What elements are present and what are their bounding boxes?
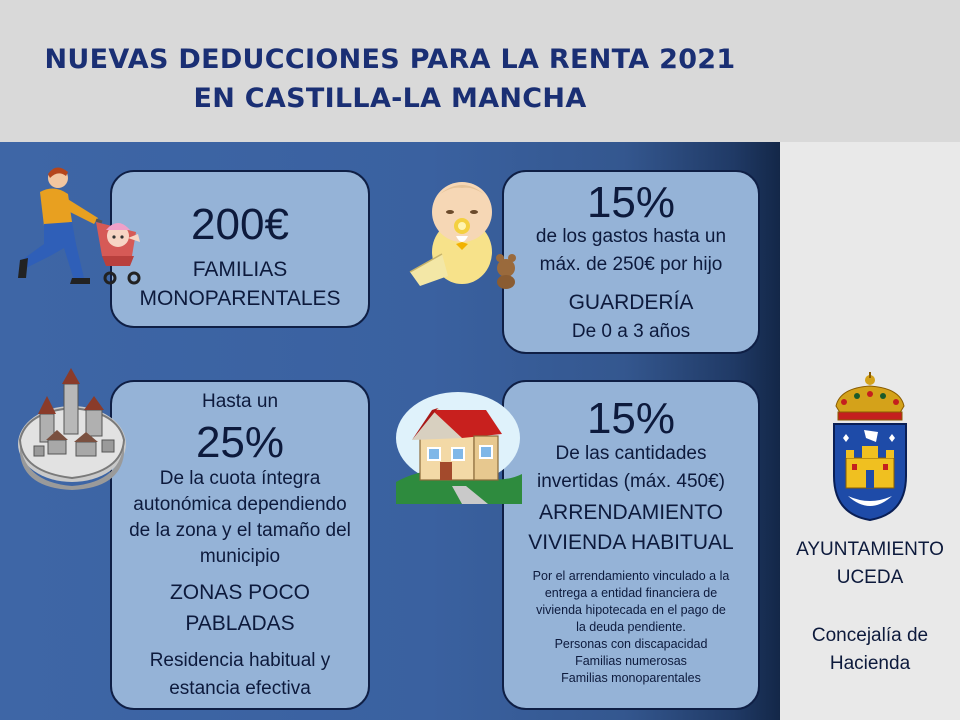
coat-of-arms-icon [833, 372, 907, 522]
sub-label: De 0 a 3 años [571, 321, 691, 342]
detail-line-7: Familias monoparentales [561, 671, 701, 685]
page-title: NUEVAS DEDUCCIONES PARA LA RENTA 2021 EN… [0, 40, 780, 118]
desc-line-2: autonómica dependiendo [133, 494, 347, 515]
label-line-1: ZONAS POCO [169, 581, 311, 604]
title-line-2: EN CASTILLA-LA MANCHA [193, 83, 587, 114]
percent: 25% [195, 418, 285, 467]
percent: 15% [586, 394, 676, 443]
box-guarderia: 15% de los gastos hasta un máx. de 250€ … [502, 170, 760, 354]
foot-line-2: estancia efectiva [169, 678, 311, 699]
box-arrendamiento: 15% De las cantidades invertidas (máx. 4… [502, 380, 760, 710]
label-line-1: FAMILIAS [192, 258, 288, 281]
label: GUARDERÍA [568, 291, 694, 314]
label-line-1: ARRENDAMIENTO [539, 501, 723, 524]
foot-line-1: Residencia habitual y [149, 650, 331, 671]
detail-line-6: Familias numerosas [575, 654, 687, 668]
desc-line-4: municipio [199, 546, 281, 567]
house-icon [396, 392, 522, 504]
walled-town-icon [18, 368, 126, 490]
detail-line-4: la deuda pendiente. [576, 620, 686, 634]
department-line-1: Concejalía de [811, 625, 929, 646]
desc-line-2: máx. de 250€ por hijo [539, 254, 723, 275]
detail-line-3: vivienda hipotecada en el pago de [536, 603, 726, 617]
org-name-line-1: AYUNTAMIENTO [796, 539, 944, 560]
desc-line-2: invertidas (máx. 450€) [537, 471, 725, 492]
label-line-2: VIVIENDA HABITUAL [528, 531, 734, 554]
desc-line-1: de los gastos hasta un [535, 226, 727, 247]
baby-icon [409, 182, 516, 289]
title-line-1: NUEVAS DEDUCCIONES PARA LA RENTA 2021 [44, 44, 736, 75]
department-line-2: Hacienda [829, 653, 911, 674]
parent-with-stroller-icon [18, 167, 141, 285]
desc-line-3: de la zona y el tamaño del [129, 520, 351, 541]
header [0, 0, 960, 142]
amount: 200€ [191, 200, 289, 249]
label-line-2: PABLADAS [185, 612, 295, 635]
pre-label: Hasta un [201, 391, 279, 412]
desc-line-1: De la cuota íntegra [159, 468, 321, 489]
detail-line-5: Personas con discapacidad [554, 637, 708, 651]
detail-line-2: entrega a entidad financiera de [544, 586, 718, 600]
label-line-2: MONOPARENTALES [139, 287, 341, 310]
box-familias-monoparentales: 200€ FAMILIAS MONOPARENTALES [110, 170, 370, 328]
percent: 15% [586, 178, 676, 227]
desc-line-1: De las cantidades [555, 443, 707, 464]
detail-line-1: Por el arrendamiento vinculado a la [532, 569, 730, 583]
box-zonas: Hasta un 25% De la cuota íntegra autonóm… [110, 380, 370, 710]
org-name-line-2: UCEDA [836, 567, 904, 588]
